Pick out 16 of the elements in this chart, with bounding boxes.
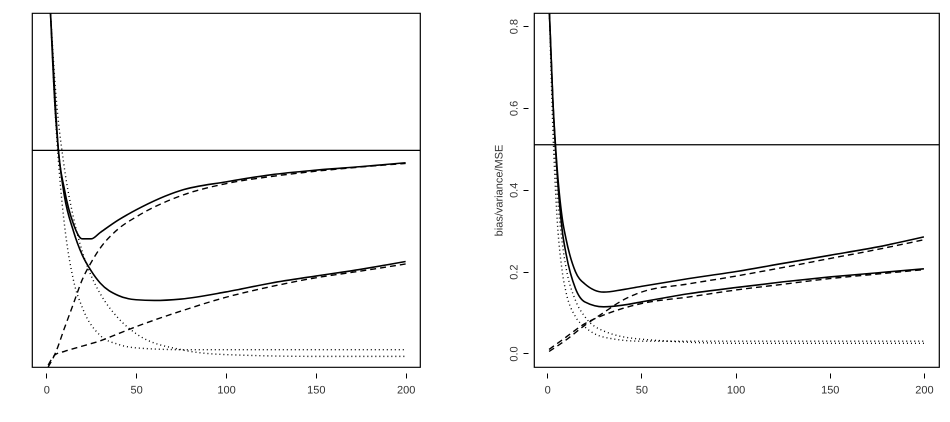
x-tick-label: 100 xyxy=(217,384,236,396)
x-tick-label: 0 xyxy=(44,384,50,396)
y-tick-label: 0.8 xyxy=(508,18,520,34)
x-tick-label: 50 xyxy=(130,384,143,396)
x-tick-label: 50 xyxy=(636,384,648,396)
y-tick-label: 0.4 xyxy=(508,182,520,198)
x-tick-label: 150 xyxy=(821,384,840,396)
y-axis-title: bias/variance/MSE xyxy=(494,144,506,236)
x-tick-label: 200 xyxy=(915,384,934,396)
x-tick-label: 200 xyxy=(396,384,416,396)
y-tick-label: 0.6 xyxy=(508,100,520,116)
y-tick-label: 0.0 xyxy=(508,346,520,362)
x-tick-label: 0 xyxy=(544,384,551,396)
y-tick-label: 0.2 xyxy=(508,264,520,280)
x-tick-label: 100 xyxy=(726,384,746,396)
x-tick-label: 150 xyxy=(307,384,326,396)
